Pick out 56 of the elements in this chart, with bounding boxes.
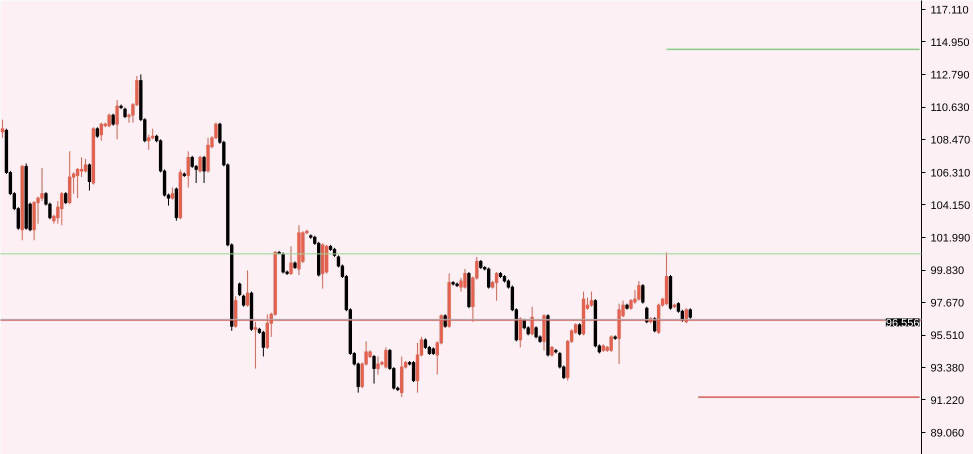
candlestick bbox=[80, 156, 84, 178]
y-tick-label: 117.110 bbox=[930, 4, 969, 16]
candlestick bbox=[186, 150, 190, 188]
candlestick bbox=[590, 291, 594, 308]
candlestick bbox=[170, 187, 174, 200]
candlestick bbox=[96, 126, 100, 138]
y-tick-label: 114.950 bbox=[930, 36, 970, 49]
candlestick bbox=[486, 266, 490, 290]
candlestick bbox=[84, 158, 88, 173]
candlestick bbox=[376, 356, 380, 376]
y-tick-label: 110.630 bbox=[930, 102, 970, 114]
candlestick bbox=[40, 167, 44, 202]
candlestick bbox=[550, 345, 554, 357]
y-tick-label: 93.380 bbox=[930, 362, 964, 374]
y-tick-label: 91.220 bbox=[930, 394, 964, 407]
candlestick bbox=[494, 271, 498, 302]
candlestick bbox=[534, 326, 538, 339]
candlestick bbox=[688, 308, 692, 320]
candlestick bbox=[262, 330, 266, 357]
y-tick-label: 97.670 bbox=[930, 298, 964, 310]
candlestick bbox=[123, 107, 127, 119]
candlestick bbox=[108, 113, 111, 128]
candlestick bbox=[372, 354, 376, 384]
candlestick bbox=[246, 270, 250, 308]
candlestick bbox=[281, 252, 285, 274]
y-tick-label: 104.150 bbox=[930, 200, 970, 212]
candlestick bbox=[578, 322, 582, 336]
candlestick bbox=[0, 119, 4, 138]
y-tick-label: 101.990 bbox=[930, 232, 970, 244]
candlestick bbox=[115, 100, 119, 140]
candlestick bbox=[610, 334, 613, 352]
candlestick bbox=[463, 268, 467, 290]
y-tick-label: 95.510 bbox=[930, 330, 964, 342]
y-tick-label: 112.790 bbox=[930, 70, 970, 82]
candlestick bbox=[479, 259, 482, 270]
candlestick bbox=[637, 280, 641, 302]
candlestick bbox=[111, 113, 115, 126]
y-tick-label: 89.060 bbox=[930, 427, 964, 440]
candlestick bbox=[289, 246, 293, 276]
candlestick bbox=[64, 192, 68, 205]
y-tick-label: 106.310 bbox=[930, 167, 970, 180]
candlestick bbox=[202, 155, 206, 184]
candlestick bbox=[88, 162, 92, 192]
candlestick bbox=[242, 294, 246, 308]
candlestick bbox=[412, 360, 416, 383]
y-tick-label: 108.470 bbox=[930, 134, 970, 147]
candlestick bbox=[150, 128, 154, 140]
candlestick bbox=[238, 282, 242, 297]
candlestick bbox=[641, 284, 645, 304]
ref-line-label: 96.556 bbox=[886, 317, 920, 330]
candlestick bbox=[60, 192, 64, 226]
y-tick-label: 99.830 bbox=[930, 265, 964, 278]
candlestick bbox=[100, 122, 103, 142]
candlestick bbox=[384, 346, 388, 370]
candlestick bbox=[198, 155, 202, 173]
candlestick bbox=[629, 298, 633, 310]
